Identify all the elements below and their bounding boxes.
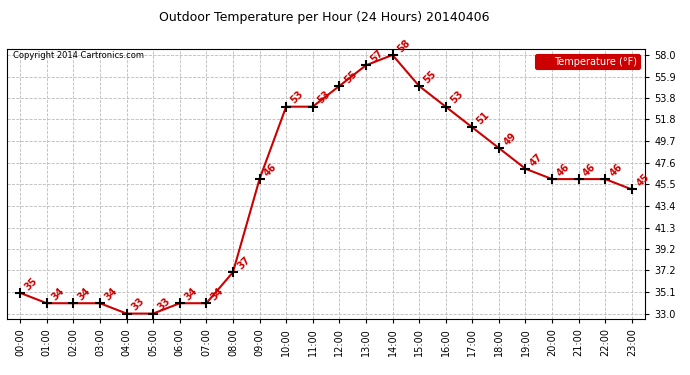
Text: 53: 53 xyxy=(448,89,465,106)
Text: 34: 34 xyxy=(103,286,119,303)
Text: 46: 46 xyxy=(582,162,598,178)
Text: 51: 51 xyxy=(475,110,492,127)
Text: 58: 58 xyxy=(395,38,412,54)
Text: 55: 55 xyxy=(422,69,439,85)
Text: 34: 34 xyxy=(209,286,226,303)
Text: 34: 34 xyxy=(50,286,66,303)
Text: Outdoor Temperature per Hour (24 Hours) 20140406: Outdoor Temperature per Hour (24 Hours) … xyxy=(159,11,489,24)
Text: 37: 37 xyxy=(236,255,253,272)
Text: 46: 46 xyxy=(608,162,624,178)
Text: 57: 57 xyxy=(368,48,385,64)
Text: 45: 45 xyxy=(635,172,651,189)
Text: 34: 34 xyxy=(183,286,199,303)
Text: 33: 33 xyxy=(129,296,146,313)
Text: 46: 46 xyxy=(262,162,279,178)
Text: 49: 49 xyxy=(502,130,518,147)
Text: 35: 35 xyxy=(23,276,39,292)
Text: Copyright 2014 Cartronics.com: Copyright 2014 Cartronics.com xyxy=(13,51,144,60)
Text: 33: 33 xyxy=(156,296,172,313)
Legend: Temperature (°F): Temperature (°F) xyxy=(535,54,640,69)
Text: 53: 53 xyxy=(315,89,332,106)
Text: 34: 34 xyxy=(76,286,92,303)
Text: 55: 55 xyxy=(342,69,359,85)
Text: 46: 46 xyxy=(555,162,571,178)
Text: 53: 53 xyxy=(289,89,306,106)
Text: 47: 47 xyxy=(529,152,545,168)
